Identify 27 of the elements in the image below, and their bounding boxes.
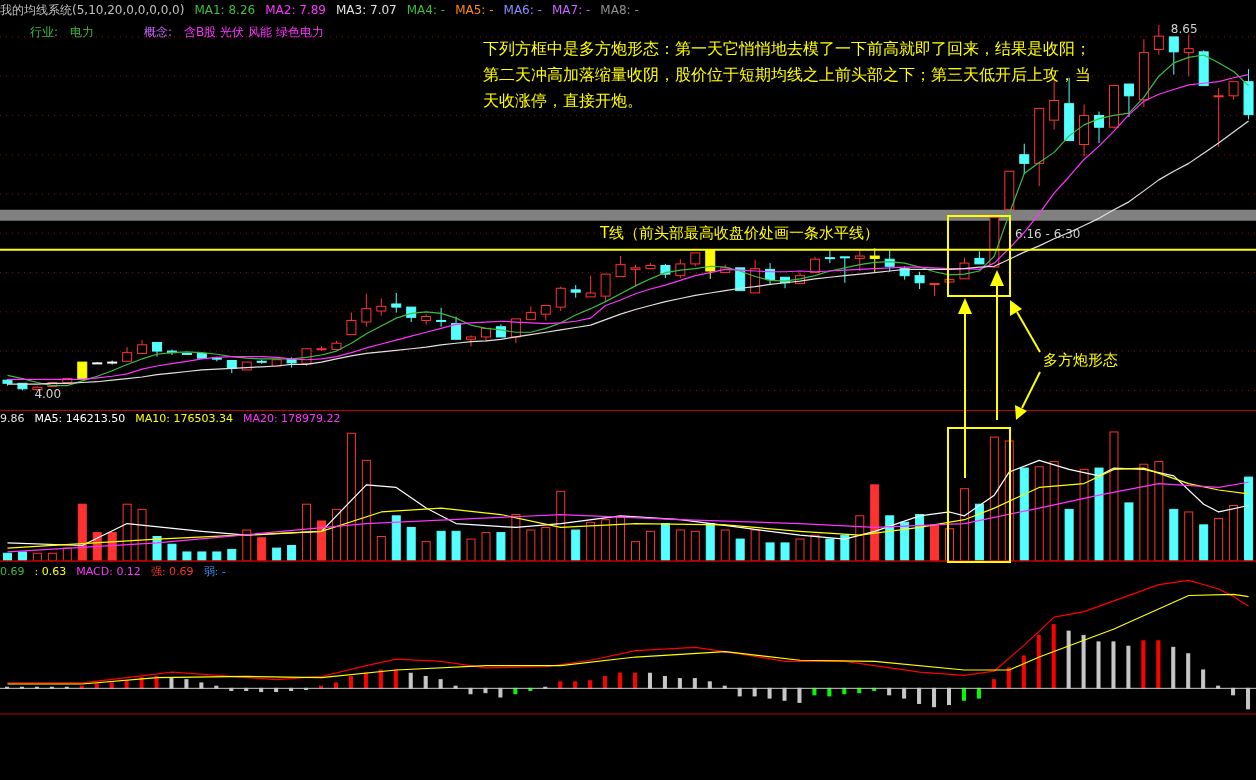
text: MA20: 178979.22 <box>242 412 341 425</box>
annotation: 多方炮形态 <box>1043 351 1118 370</box>
annotation: 电力 <box>70 25 95 39</box>
annotation: MA5: - <box>455 3 494 17</box>
annotation: 含B股 光伏 风能 绿色电力 <box>184 25 324 39</box>
text: 弱: - <box>203 565 226 578</box>
text: MA2: 7.89 <box>265 3 326 17</box>
text: 强: 0.69 <box>150 565 194 578</box>
annotation: MA8: - <box>600 3 639 17</box>
text: MA1: 8.26 <box>194 3 256 17</box>
annotation: 概念: <box>144 25 173 39</box>
annotation: 4.00 <box>34 387 62 402</box>
annotation: 8.65 <box>1170 22 1198 37</box>
text: MA5: 146213.50 <box>34 412 126 425</box>
annotation: 下列方框中是多方炮形态：第一天它悄悄地去模了一下前高就即了回来，结果是收阳；第二天冲高加落缩量收阴，股价位于短期均线之上前头部之下；第三天低开后上攻，当天收涨停，直接开炮。 <box>483 38 1092 112</box>
annotation: 行业: <box>30 25 59 39</box>
annotation: MA4: - <box>406 3 446 17</box>
text: 9.86 <box>0 412 25 425</box>
ref-line-label: T线（前头部最高收盘价处画一条水平线） <box>599 223 880 242</box>
text: : 0.63 <box>34 565 67 578</box>
annotation: MA7: - <box>551 3 591 17</box>
annotation: MA6: - <box>503 3 542 17</box>
text: MA3: 7.07 <box>335 3 397 17</box>
text: MACD: 0.12 <box>76 565 141 578</box>
chart-title: 我的均线系统(5,10,20,0,0,0,0,0) <box>0 3 185 17</box>
text: 0.69 <box>0 565 25 578</box>
text: MA10: 176503.34 <box>135 412 233 425</box>
